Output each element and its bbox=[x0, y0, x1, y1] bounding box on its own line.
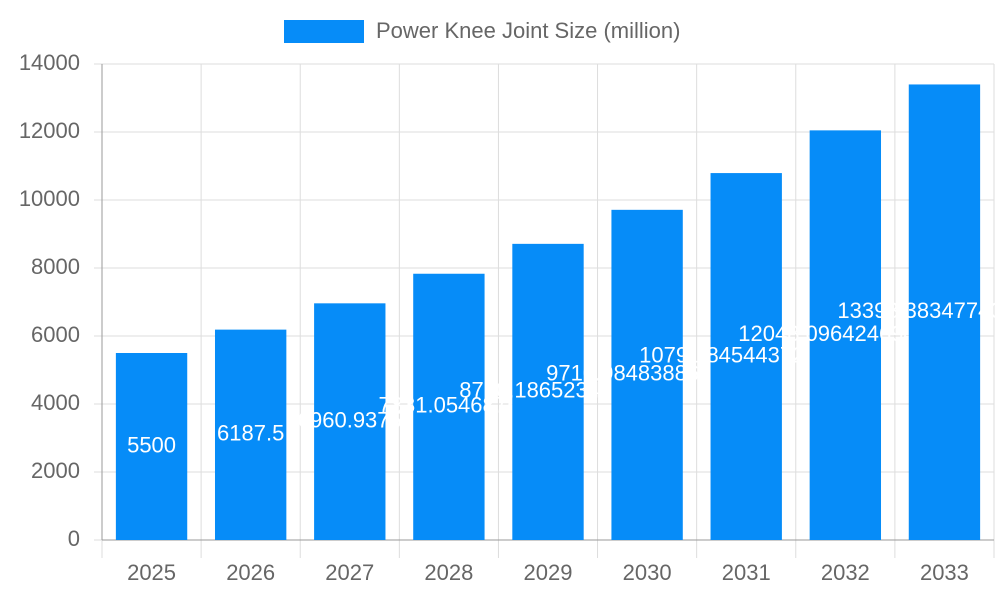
y-tick-label: 10000 bbox=[19, 186, 80, 211]
x-tick-label: 2027 bbox=[325, 560, 374, 585]
bar bbox=[908, 84, 981, 541]
x-tick-label: 2025 bbox=[127, 560, 176, 585]
legend-label: Power Knee Joint Size (million) bbox=[376, 18, 680, 43]
data-label: 8710.1865234375 bbox=[459, 378, 636, 403]
x-tick-label: 2033 bbox=[920, 560, 969, 585]
bar bbox=[314, 303, 386, 540]
y-tick-label: 6000 bbox=[31, 322, 80, 347]
bar bbox=[413, 273, 485, 540]
data-label: 6187.5 bbox=[217, 421, 284, 446]
y-tick-label: 2000 bbox=[31, 458, 80, 483]
data-label: 13398.383477401732 bbox=[837, 298, 1000, 323]
y-tick-label: 0 bbox=[68, 526, 80, 551]
bar bbox=[611, 209, 683, 540]
bar bbox=[710, 173, 782, 540]
y-tick-label: 8000 bbox=[31, 254, 80, 279]
x-tick-label: 2032 bbox=[821, 560, 870, 585]
data-label: 6960.9375 bbox=[298, 407, 402, 432]
data-label: 7831.0546875 bbox=[379, 393, 520, 418]
data-label: 5500 bbox=[127, 432, 176, 457]
bar bbox=[115, 353, 188, 540]
bar bbox=[214, 329, 287, 540]
x-tick-label: 2028 bbox=[424, 560, 473, 585]
x-tick-label: 2030 bbox=[623, 560, 672, 585]
y-tick-label: 14000 bbox=[19, 50, 80, 75]
legend-swatch bbox=[284, 20, 364, 43]
x-tick-label: 2029 bbox=[524, 560, 573, 585]
x-tick-label: 2031 bbox=[722, 560, 771, 585]
x-tick-label: 2026 bbox=[226, 560, 275, 585]
y-tick-label: 4000 bbox=[31, 390, 80, 415]
bar bbox=[809, 130, 882, 540]
y-tick-label: 12000 bbox=[19, 118, 80, 143]
bar bbox=[512, 243, 584, 541]
